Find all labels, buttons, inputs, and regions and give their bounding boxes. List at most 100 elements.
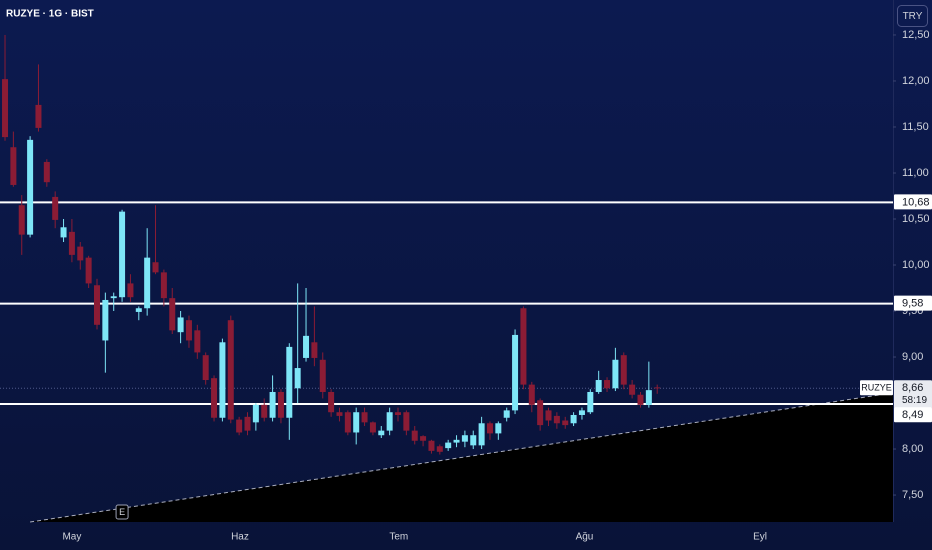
candle-body bbox=[60, 227, 67, 238]
candle-body bbox=[311, 342, 318, 358]
last-price-label: 8,66 bbox=[902, 382, 923, 394]
y-tick-label: 12,00 bbox=[902, 75, 930, 87]
candle-body bbox=[395, 412, 402, 415]
candle-body bbox=[160, 272, 167, 299]
candle-body bbox=[436, 446, 443, 452]
y-tick-label: 12,50 bbox=[902, 29, 930, 41]
candle-body bbox=[35, 104, 42, 128]
candle-body bbox=[512, 334, 519, 411]
candle-body bbox=[135, 308, 142, 312]
candle-body bbox=[261, 404, 268, 418]
candle-body bbox=[595, 380, 602, 392]
candle-body bbox=[528, 384, 535, 405]
candle-body bbox=[211, 378, 218, 418]
hline-label: 10,68 bbox=[902, 196, 930, 208]
x-tick-label: Tem bbox=[389, 532, 408, 543]
candle-body bbox=[319, 359, 326, 392]
candle-body bbox=[252, 404, 259, 423]
candle-body bbox=[562, 420, 569, 426]
candle-body bbox=[328, 391, 335, 413]
candle-body bbox=[453, 439, 460, 443]
countdown-label: 58:19 bbox=[902, 395, 927, 406]
currency-label[interactable]: TRY bbox=[903, 11, 923, 22]
candle-body bbox=[27, 139, 34, 235]
candle-body bbox=[286, 346, 293, 418]
candle-body bbox=[144, 257, 151, 309]
candle-body bbox=[68, 231, 75, 255]
event-label: E bbox=[119, 507, 125, 517]
candle-body bbox=[152, 262, 159, 273]
candle-body bbox=[537, 400, 544, 426]
candle-body bbox=[353, 412, 360, 433]
candle-body bbox=[637, 394, 644, 405]
candle-body bbox=[578, 410, 585, 415]
candle-body bbox=[478, 423, 485, 446]
candle-body bbox=[85, 257, 92, 284]
candle-body bbox=[361, 412, 368, 423]
hline-label: 8,49 bbox=[902, 409, 923, 421]
candle-body bbox=[269, 391, 276, 418]
candle-body bbox=[570, 414, 577, 424]
y-tick-label: 7,50 bbox=[902, 489, 923, 501]
y-tick-label: 11,00 bbox=[902, 167, 929, 179]
y-tick-label: 11,50 bbox=[902, 121, 929, 133]
candle-body bbox=[604, 380, 611, 389]
candle-body bbox=[177, 317, 184, 333]
candle-body bbox=[2, 79, 9, 138]
hline-label-box bbox=[894, 407, 932, 423]
candle-body bbox=[553, 415, 560, 424]
candle-body bbox=[620, 355, 627, 385]
candle-body bbox=[43, 161, 50, 183]
candle-body bbox=[93, 285, 100, 325]
candle-body bbox=[52, 196, 59, 220]
candle-body bbox=[645, 390, 652, 405]
chart-title: RUZYE · 1G · BIST bbox=[6, 9, 94, 20]
y-tick-label: 8,00 bbox=[902, 443, 923, 455]
hline-label-box bbox=[894, 295, 932, 311]
candle-body bbox=[612, 359, 619, 389]
x-tick-label: Haz bbox=[231, 532, 249, 543]
candle-body bbox=[169, 298, 176, 331]
y-tick-label: 10,00 bbox=[902, 259, 930, 271]
candle-body bbox=[495, 423, 502, 434]
candle-body bbox=[411, 430, 418, 441]
plot-area bbox=[0, 34, 894, 523]
candle-body bbox=[545, 410, 552, 421]
candle-body bbox=[403, 412, 410, 431]
symbol-tag-label: RUZYE bbox=[861, 383, 892, 393]
candle-body bbox=[277, 391, 284, 418]
candle-body bbox=[102, 299, 109, 341]
event-marker bbox=[115, 504, 129, 520]
candle-body bbox=[428, 440, 435, 451]
candle-body bbox=[336, 412, 343, 416]
candle-body bbox=[654, 387, 661, 389]
candle-body bbox=[378, 430, 385, 436]
candle-body bbox=[520, 308, 527, 385]
hline-label: 9,58 bbox=[902, 298, 923, 310]
candle-body bbox=[503, 410, 510, 418]
candle-body bbox=[244, 416, 251, 431]
candle-body bbox=[185, 320, 192, 341]
candle-body bbox=[303, 335, 310, 358]
candle-body bbox=[629, 384, 636, 395]
currency-button[interactable] bbox=[897, 5, 928, 27]
candle-body bbox=[486, 423, 493, 434]
candle-body bbox=[344, 412, 351, 433]
candle-body bbox=[227, 320, 234, 420]
x-tick-label: Ağu bbox=[576, 532, 594, 543]
last-price-box bbox=[894, 380, 932, 409]
candle-body bbox=[18, 205, 25, 235]
symbol-tag bbox=[860, 380, 893, 396]
candle-body bbox=[77, 246, 84, 261]
candle-body bbox=[445, 442, 452, 449]
candle-body bbox=[10, 147, 17, 185]
candle-body bbox=[470, 435, 477, 446]
x-tick-label: Eyl bbox=[753, 532, 767, 543]
trend-line bbox=[30, 392, 894, 523]
candle-body bbox=[587, 391, 594, 413]
candle-body bbox=[420, 436, 427, 441]
candle-body bbox=[202, 355, 209, 381]
y-tick-label: 9,00 bbox=[902, 351, 923, 363]
candle-body bbox=[127, 283, 134, 298]
